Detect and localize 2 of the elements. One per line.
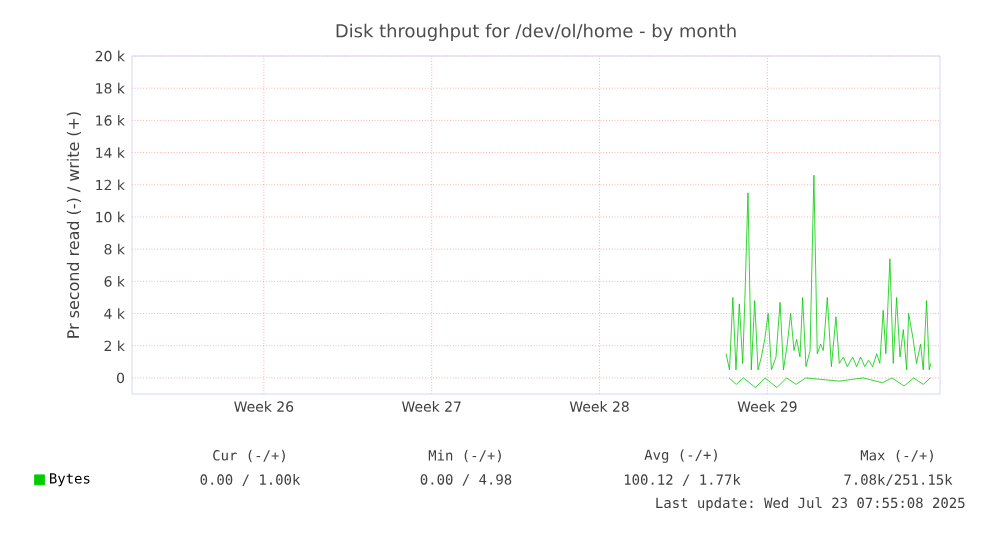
line-series	[725, 174, 932, 371]
chart-title: Disk throughput for /dev/ol/home - by month	[336, 23, 736, 41]
